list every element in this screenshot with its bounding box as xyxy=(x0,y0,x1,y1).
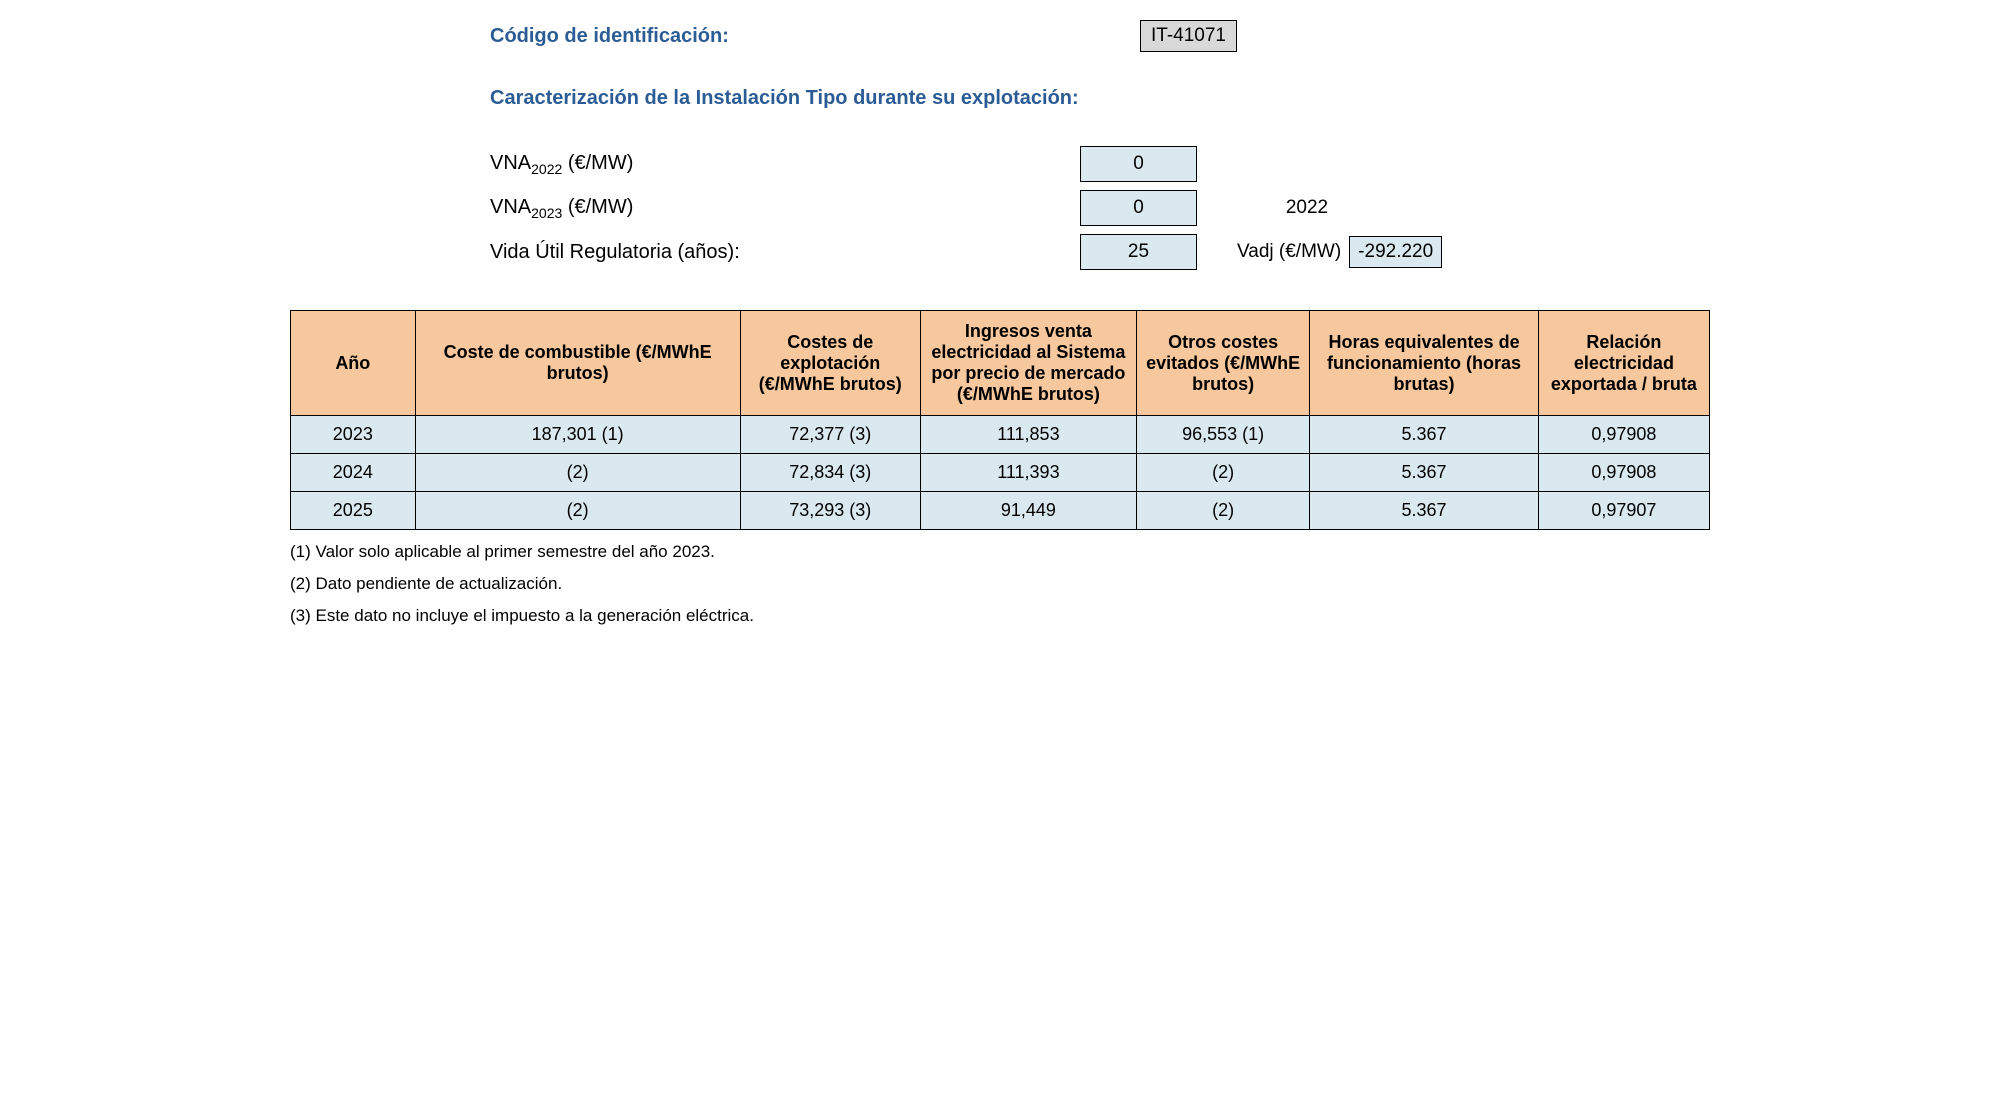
cell-other: 96,553 (1) xyxy=(1137,416,1310,454)
col-header-ratio: Relación electricidad exportada / bruta xyxy=(1538,311,1709,416)
code-value-box: IT-41071 xyxy=(1140,20,1237,52)
cell-income: 91,449 xyxy=(920,492,1136,530)
cell-fuel: (2) xyxy=(415,454,740,492)
vna2023-value-box: 0 xyxy=(1080,190,1197,226)
table-row: 2024 (2) 72,834 (3) 111,393 (2) 5.367 0,… xyxy=(291,454,1710,492)
col-header-opex: Costes de explotación (€/MWhE brutos) xyxy=(740,311,920,416)
section-title: Caracterización de la Instalación Tipo d… xyxy=(490,87,1710,110)
col-header-year: Año xyxy=(291,311,416,416)
cell-other: (2) xyxy=(1137,492,1310,530)
cell-ratio: 0,97908 xyxy=(1538,416,1709,454)
cell-opex: 73,293 (3) xyxy=(740,492,920,530)
col-header-hours: Horas equivalentes de funcionamiento (ho… xyxy=(1310,311,1539,416)
cell-ratio: 0,97908 xyxy=(1538,454,1709,492)
footnote-3: (3) Este dato no incluye el impuesto a l… xyxy=(290,606,1710,626)
table-header-row: Año Coste de combustible (€/MWhE brutos)… xyxy=(291,311,1710,416)
vida-label: Vida Útil Regulatoria (años): xyxy=(490,241,1080,264)
table-row: 2025 (2) 73,293 (3) 91,449 (2) 5.367 0,9… xyxy=(291,492,1710,530)
cell-income: 111,393 xyxy=(920,454,1136,492)
code-label: Código de identificación: xyxy=(490,25,1140,48)
footnote-1: (1) Valor solo aplicable al primer semes… xyxy=(290,542,1710,562)
col-header-other: Otros costes evitados (€/MWhE brutos) xyxy=(1137,311,1310,416)
data-table: Año Coste de combustible (€/MWhE brutos)… xyxy=(290,310,1710,530)
cell-year: 2023 xyxy=(291,416,416,454)
vna2022-label: VNA2022 (€/MW) xyxy=(490,152,1080,177)
vida-value-box: 25 xyxy=(1080,234,1197,270)
cell-year: 2025 xyxy=(291,492,416,530)
cell-ratio: 0,97907 xyxy=(1538,492,1709,530)
cell-opex: 72,834 (3) xyxy=(740,454,920,492)
col-header-fuel: Coste de combustible (€/MWhE brutos) xyxy=(415,311,740,416)
cell-fuel: 187,301 (1) xyxy=(415,416,740,454)
cell-hours: 5.367 xyxy=(1310,492,1539,530)
vadj-value-box: -292.220 xyxy=(1349,236,1442,268)
vna2022-value-box: 0 xyxy=(1080,146,1197,182)
year-label: 2022 xyxy=(1197,197,1417,219)
footnote-2: (2) Dato pendiente de actualización. xyxy=(290,574,1710,594)
footnotes: (1) Valor solo aplicable al primer semes… xyxy=(290,542,1710,626)
table-row: 2023 187,301 (1) 72,377 (3) 111,853 96,5… xyxy=(291,416,1710,454)
cell-other: (2) xyxy=(1137,454,1310,492)
vna2023-label: VNA2023 (€/MW) xyxy=(490,196,1080,221)
cell-hours: 5.367 xyxy=(1310,454,1539,492)
cell-fuel: (2) xyxy=(415,492,740,530)
cell-opex: 72,377 (3) xyxy=(740,416,920,454)
cell-hours: 5.367 xyxy=(1310,416,1539,454)
cell-income: 111,853 xyxy=(920,416,1136,454)
col-header-income: Ingresos venta electricidad al Sistema p… xyxy=(920,311,1136,416)
cell-year: 2024 xyxy=(291,454,416,492)
vadj-label: Vadj (€/MW) xyxy=(1237,241,1341,263)
